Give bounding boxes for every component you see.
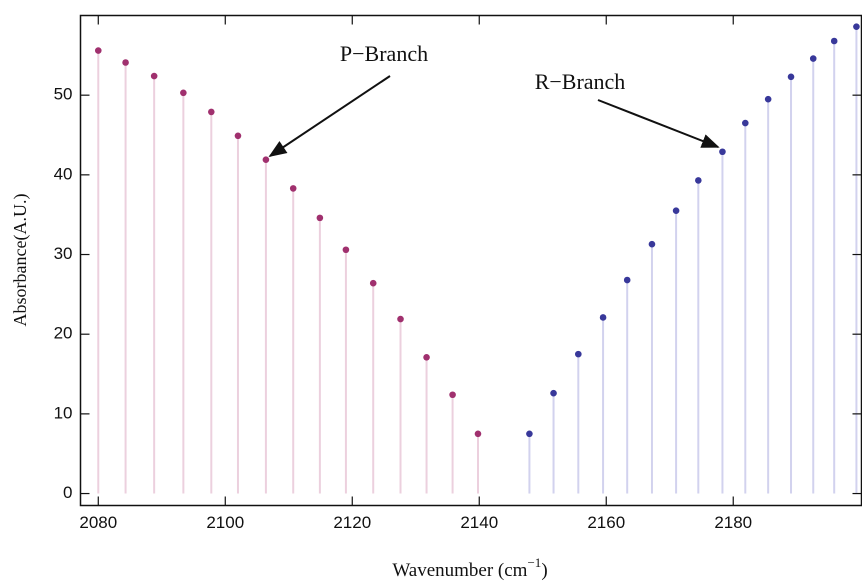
point <box>575 350 582 358</box>
point <box>262 156 270 164</box>
point <box>623 276 631 284</box>
point <box>397 315 404 323</box>
x-axis-label-superscript: −1 <box>527 555 541 570</box>
point <box>180 89 187 97</box>
annotation: R−Branch <box>535 69 626 94</box>
point <box>648 240 656 248</box>
point <box>830 37 838 45</box>
x-axis-label: Wavenumber (cm−1) <box>392 555 547 581</box>
y-tick-label: 10 <box>54 403 73 422</box>
point <box>526 430 533 438</box>
x-tick-label: 2160 <box>587 513 625 532</box>
point <box>599 314 607 321</box>
y-tick-label: 50 <box>54 85 73 104</box>
point <box>809 55 817 62</box>
point <box>208 108 215 116</box>
point <box>150 72 158 80</box>
annotation: P−Branch <box>340 41 428 66</box>
y-tick-label: 20 <box>54 324 73 343</box>
point <box>787 73 795 81</box>
annotation-arrow <box>597 99 720 148</box>
point <box>853 23 860 30</box>
plot-area <box>94 23 860 494</box>
point <box>742 119 749 127</box>
point <box>423 354 430 361</box>
point <box>234 132 242 140</box>
point <box>550 389 557 397</box>
point <box>449 391 456 399</box>
point <box>94 47 102 54</box>
y-tick-label: 0 <box>63 483 72 502</box>
point <box>474 430 482 438</box>
point <box>719 148 726 156</box>
x-axis-label-text: ) <box>541 560 547 581</box>
x-tick-label: 2140 <box>460 513 498 532</box>
x-tick-label: 2120 <box>333 513 371 532</box>
point <box>342 246 350 254</box>
point <box>695 177 702 184</box>
point <box>122 59 129 66</box>
y-axis-label: Absorbance(A.U.) <box>10 194 31 327</box>
point <box>369 279 377 287</box>
annotation-arrow <box>268 75 391 157</box>
point <box>289 185 297 192</box>
y-tick-label: 30 <box>54 244 73 263</box>
x-tick-label: 2180 <box>714 513 752 532</box>
y-tick-label: 40 <box>54 164 73 183</box>
x-tick-label: 2080 <box>79 513 117 532</box>
x-tick-label: 2100 <box>206 513 244 532</box>
point <box>316 214 324 222</box>
point <box>764 95 772 103</box>
x-axis-label-text: Wavenumber (cm <box>392 560 527 581</box>
point <box>672 207 680 215</box>
